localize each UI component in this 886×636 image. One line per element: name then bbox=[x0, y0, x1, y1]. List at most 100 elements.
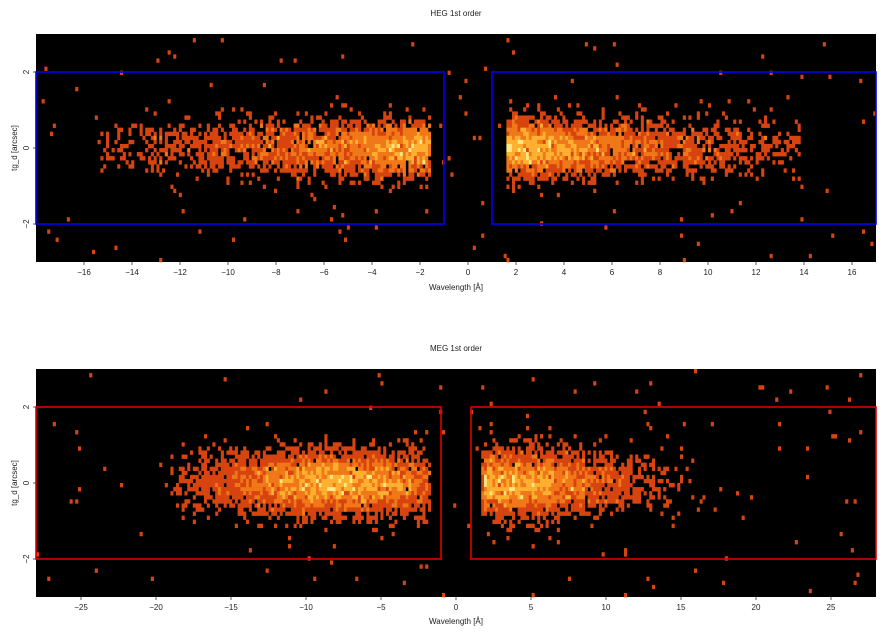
meg-heatmap-cell bbox=[534, 527, 538, 533]
heg-heatmap-cell bbox=[243, 135, 247, 141]
meg-heatmap-cell bbox=[218, 483, 222, 488]
meg-heatmap-cell bbox=[246, 495, 250, 500]
heg-heatmap-cell bbox=[428, 168, 432, 173]
heg-heatmap-cell bbox=[257, 164, 261, 169]
heg-heatmap-cell bbox=[660, 168, 664, 173]
meg-heatmap-cell bbox=[324, 389, 328, 394]
meg-heatmap-cell bbox=[268, 470, 272, 476]
meg-heatmap-cell bbox=[178, 466, 182, 472]
heg-heatmap-cell bbox=[638, 135, 642, 141]
meg-heatmap-cell bbox=[349, 487, 353, 492]
meg-heatmap-cell bbox=[411, 462, 415, 468]
heg-heatmap-cell bbox=[366, 131, 370, 137]
meg-heatmap-cell bbox=[386, 470, 390, 476]
heg-heatmap-cell bbox=[391, 184, 395, 190]
meg-heatmap-cell bbox=[318, 462, 322, 468]
heg-heatmap-cell bbox=[517, 127, 521, 133]
meg-heatmap-cell bbox=[542, 474, 546, 480]
meg-heatmap-cell bbox=[593, 454, 597, 459]
heg-heatmap-cell bbox=[559, 139, 563, 145]
meg-heatmap-cell bbox=[237, 478, 241, 484]
heg-heatmap-cell bbox=[509, 143, 513, 149]
heg-heatmap-cell bbox=[416, 131, 420, 137]
meg-heatmap-cell bbox=[696, 507, 700, 512]
heg-heatmap-cell bbox=[671, 160, 675, 165]
heg-heatmap-cell bbox=[128, 127, 132, 133]
heg-heatmap-cell bbox=[327, 156, 331, 161]
meg-heatmap-cell bbox=[279, 458, 283, 463]
heg-heatmap-cell bbox=[612, 160, 616, 165]
meg-heatmap-cell bbox=[383, 462, 387, 468]
meg-heatmap-cell bbox=[621, 478, 625, 484]
heg-heatmap-cell bbox=[358, 180, 362, 185]
meg-heatmap-cell bbox=[394, 511, 398, 516]
meg-heatmap-cell bbox=[313, 454, 317, 459]
heg-heatmap-cell bbox=[419, 123, 423, 128]
meg-heatmap-cell bbox=[374, 466, 378, 472]
heg-heatmap-cell bbox=[265, 152, 269, 157]
heg-heatmap-cell bbox=[268, 139, 272, 145]
heg-heatmap-cell bbox=[271, 131, 275, 137]
heg-heatmap-cell bbox=[352, 135, 356, 141]
heg-heatmap-cell bbox=[419, 172, 423, 177]
meg-heatmap-cell bbox=[374, 458, 378, 463]
meg-heatmap-cell bbox=[556, 519, 560, 525]
meg-heatmap-cell bbox=[332, 442, 336, 447]
heg-heatmap-cell bbox=[122, 152, 126, 157]
heg-heatmap-cell bbox=[220, 160, 224, 165]
heg-heatmap-cell bbox=[302, 160, 306, 165]
meg-heatmap-cell bbox=[341, 495, 345, 500]
meg-heatmap-cell bbox=[534, 499, 538, 504]
meg-heatmap-cell bbox=[215, 462, 219, 468]
meg-heatmap-cell bbox=[366, 499, 370, 504]
heg-heatmap-cell bbox=[562, 135, 566, 141]
meg-heatmap-cell bbox=[604, 462, 608, 468]
meg-heatmap-cell bbox=[489, 474, 493, 480]
meg-heatmap-cell bbox=[363, 466, 367, 472]
meg-heatmap-cell bbox=[542, 499, 546, 504]
meg-heatmap-cell bbox=[601, 454, 605, 459]
heg-heatmap-cell bbox=[397, 135, 401, 141]
heg-heatmap-cell bbox=[271, 152, 275, 157]
meg-heatmap-cell bbox=[372, 499, 376, 504]
meg-heatmap-cell bbox=[495, 487, 499, 492]
meg-heatmap-cell bbox=[352, 519, 356, 525]
meg-heatmap-cell bbox=[584, 487, 588, 492]
meg-heatmap-cell bbox=[531, 515, 535, 520]
meg-heatmap-cell bbox=[495, 491, 499, 496]
meg-heatmap-cell bbox=[495, 442, 499, 447]
meg-heatmap-cell bbox=[400, 466, 404, 472]
heg-heatmap-cell bbox=[520, 139, 524, 145]
heg-heatmap-cell bbox=[677, 139, 681, 145]
meg-heatmap-cell bbox=[232, 487, 236, 492]
heg-heatmap-cell bbox=[643, 164, 647, 169]
meg-heatmap-cell bbox=[209, 466, 213, 472]
heg-heatmap-cell bbox=[150, 127, 154, 133]
meg-heatmap-cell bbox=[288, 535, 292, 541]
heg-heatmap-cell bbox=[316, 135, 320, 141]
heg-heatmap-cell bbox=[702, 176, 706, 181]
heg-heatmap-cell bbox=[156, 58, 160, 63]
meg-heatmap-cell bbox=[330, 503, 334, 508]
heg-heatmap-cell bbox=[150, 168, 154, 173]
meg-heatmap-cell bbox=[394, 491, 398, 496]
meg-heatmap-cell bbox=[299, 503, 303, 508]
meg-heatmap-cell bbox=[279, 503, 283, 508]
meg-heatmap-cell bbox=[338, 511, 342, 516]
meg-heatmap-cell bbox=[428, 462, 432, 468]
meg-heatmap-cell bbox=[400, 503, 404, 508]
meg-heatmap-cell bbox=[411, 466, 415, 472]
meg-heatmap-cell bbox=[565, 499, 569, 504]
heg-heatmap-cell bbox=[416, 156, 420, 161]
meg-heatmap-cell bbox=[257, 491, 261, 496]
heg-heatmap-cell bbox=[551, 160, 555, 165]
meg-heatmap-cell bbox=[635, 389, 639, 394]
heg-heatmap-cell bbox=[352, 180, 356, 185]
meg-heatmap-cell bbox=[570, 454, 574, 459]
heg-heatmap-cell bbox=[358, 111, 362, 116]
heg-heatmap-cell bbox=[733, 139, 737, 145]
heg-heatmap-cell bbox=[346, 135, 350, 141]
heg-heatmap-cell bbox=[579, 160, 583, 165]
heg-heatmap-cell bbox=[425, 160, 429, 165]
meg-heatmap-cell bbox=[349, 474, 353, 480]
